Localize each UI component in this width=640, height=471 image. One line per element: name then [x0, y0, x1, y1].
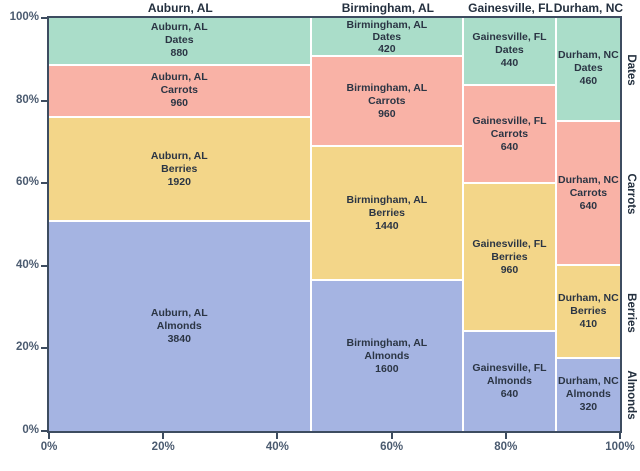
row-label-dates: Dates [625, 54, 637, 86]
row-label-almonds: Almonds [625, 370, 637, 420]
y-axis-tick-label: 60% [15, 176, 39, 189]
cell-label: Auburn, AL Berries 1920 [150, 149, 208, 188]
x-axis-tick [504, 433, 507, 439]
y-axis-tick [41, 182, 47, 185]
column-header-gainesville: Gainesville, FL [468, 1, 553, 15]
column-header-auburn: Auburn, AL [147, 1, 213, 15]
cell-label: Durham, NC Dates 460 [558, 49, 619, 88]
y-axis-tick [41, 17, 47, 19]
x-axis-tick-label: 80% [494, 441, 518, 453]
plot-area: Auburn, AL Dates 880 Auburn, AL Carrots 960 Au… [47, 16, 622, 433]
mosaic-cell-auburn-berries: Auburn, AL Berries 1920 [49, 117, 312, 223]
x-axis-tick [48, 433, 50, 439]
y-axis-tick [41, 99, 47, 102]
column-header-birmingham: Birmingham, AL [341, 1, 434, 15]
column-header-durham: Durham, NC [553, 1, 624, 15]
x-axis-tick-label: 60% [380, 441, 404, 453]
mosaic-cell-durham-dates: Durham, NC Dates 460 [556, 18, 620, 122]
row-label-carrots: Carrots [625, 173, 637, 215]
cell-label: Gainesville, FL Berries 960 [472, 237, 547, 276]
mosaic-cell-birmingham-almonds: Birmingham, AL Almonds 1600 [311, 281, 465, 431]
mosaic-cell-birmingham-carrots: Birmingham, AL Carrots 960 [311, 57, 465, 147]
cell-label: Gainesville, FL Almonds 640 [472, 362, 547, 401]
x-axis-tick [162, 433, 165, 439]
mosaic-cell-durham-almonds: Durham, NC Almonds 320 [556, 358, 620, 431]
mosaic-cell-gainesville-carrots: Gainesville, FL Carrots 640 [464, 85, 557, 185]
cell-label: Auburn, AL Almonds 3840 [150, 307, 208, 346]
y-axis-tick [41, 264, 47, 267]
cell-label: Gainesville, FL Dates 440 [472, 31, 547, 70]
x-axis-tick [619, 433, 621, 439]
x-axis-tick-label: 40% [265, 441, 289, 453]
x-axis-tick [276, 433, 279, 439]
cell-label: Auburn, AL Dates 880 [150, 21, 208, 60]
x-axis-tick [390, 433, 393, 439]
cell-label: Durham, NC Berries 410 [558, 292, 619, 330]
y-axis-tick [41, 430, 47, 432]
mosaic-cell-birmingham-dates: Birmingham, AL Dates 420 [311, 18, 465, 58]
row-label-berries: Berries [625, 292, 637, 333]
mosaic-cell-durham-carrots: Durham, NC Carrots 640 [556, 121, 620, 267]
cell-label: Birmingham, AL Dates 420 [346, 18, 428, 55]
mosaic-cell-auburn-almonds: Auburn, AL Almonds 3840 [49, 222, 312, 431]
cell-label: Birmingham, AL Carrots 960 [346, 81, 428, 120]
y-axis-tick-label: 100% [9, 11, 39, 23]
y-axis-tick-label: 0% [22, 424, 39, 436]
mosaic-cell-durham-berries: Durham, NC Berries 410 [556, 266, 620, 359]
mosaic-cell-auburn-dates: Auburn, AL Dates 880 [49, 18, 312, 66]
mosaic-cell-auburn-carrots: Auburn, AL Carrots 960 [49, 65, 312, 118]
mosaic-cell-gainesville-almonds: Gainesville, FL Almonds 640 [464, 332, 557, 431]
x-axis-tick-label: 20% [151, 441, 175, 453]
y-axis-tick-label: 20% [15, 341, 39, 354]
cell-label: Birmingham, AL Almonds 1600 [346, 336, 428, 375]
x-axis-tick-label: 100% [605, 441, 635, 453]
mosaic-cell-gainesville-dates: Gainesville, FL Dates 440 [464, 18, 557, 86]
cell-label: Durham, NC Almonds 320 [558, 375, 619, 414]
mosaic-cell-birmingham-berries: Birmingham, AL Berries 1440 [311, 146, 465, 282]
y-axis-tick-label: 40% [15, 258, 39, 271]
cell-label: Durham, NC Carrots 640 [558, 173, 619, 212]
cell-label: Birmingham, AL Berries 1440 [346, 193, 428, 232]
x-axis-tick-label: 0% [40, 441, 58, 453]
y-axis-tick [41, 347, 47, 350]
mosaic-cell-gainesville-berries: Gainesville, FL Berries 960 [464, 184, 557, 333]
cell-label: Auburn, AL Carrots 960 [150, 71, 208, 110]
y-axis-tick-label: 80% [15, 93, 39, 106]
cell-label: Gainesville, FL Carrots 640 [472, 114, 547, 153]
